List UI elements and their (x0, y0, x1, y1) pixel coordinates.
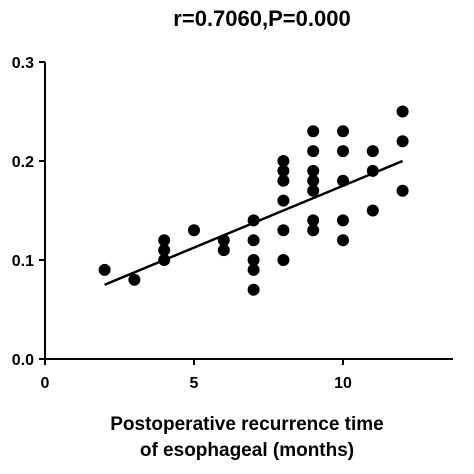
data-point (247, 283, 260, 296)
y-tick-label: 0.2 (12, 154, 34, 171)
y-tick-label: 0.3 (12, 55, 34, 72)
data-point (277, 254, 290, 266)
axes (44, 62, 453, 360)
data-point (307, 184, 320, 197)
x-tick-label: 10 (334, 375, 352, 392)
data-point (396, 135, 409, 148)
data-point (307, 164, 320, 177)
data-point (337, 145, 349, 158)
data-point (277, 164, 290, 177)
data-point (188, 224, 200, 237)
data-point (277, 155, 290, 167)
data-point (307, 224, 320, 237)
data-point (158, 254, 171, 266)
data-point (307, 145, 320, 158)
data-point (217, 234, 230, 247)
x-axis-label-line-2: of esophageal (months) (140, 440, 354, 461)
data-point (307, 214, 320, 227)
data-point (247, 234, 260, 247)
data-point (396, 105, 409, 118)
y-tick-label: 0.0 (12, 352, 34, 369)
y-ticks: 0.0 0.1 0.2 0.3 (12, 55, 45, 369)
data-points (98, 105, 409, 296)
data-point (337, 174, 349, 187)
data-point (366, 204, 379, 217)
data-point (277, 194, 290, 207)
data-point (277, 174, 290, 187)
chart-title: r=0.7060,P=0.000 (173, 6, 350, 31)
data-point (337, 125, 349, 138)
data-point (128, 273, 141, 286)
data-point (217, 244, 230, 257)
data-point (337, 234, 349, 247)
y-tick-label: 0.1 (12, 253, 34, 270)
data-point (366, 145, 379, 158)
data-point (247, 214, 260, 227)
data-point (277, 224, 290, 237)
x-ticks: 0 5 10 (41, 359, 352, 392)
data-point (337, 214, 349, 227)
data-point (158, 234, 171, 247)
data-point (247, 263, 260, 276)
data-point (396, 184, 409, 197)
data-point (247, 254, 260, 266)
data-point (307, 125, 320, 138)
data-point (307, 174, 320, 187)
x-tick-label: 5 (190, 375, 199, 392)
x-tick-label: 0 (41, 375, 50, 392)
x-axis-label-line-1: Postoperative recurrence time (110, 414, 384, 435)
data-point (98, 263, 111, 276)
data-point (366, 164, 379, 177)
data-point (158, 244, 171, 257)
